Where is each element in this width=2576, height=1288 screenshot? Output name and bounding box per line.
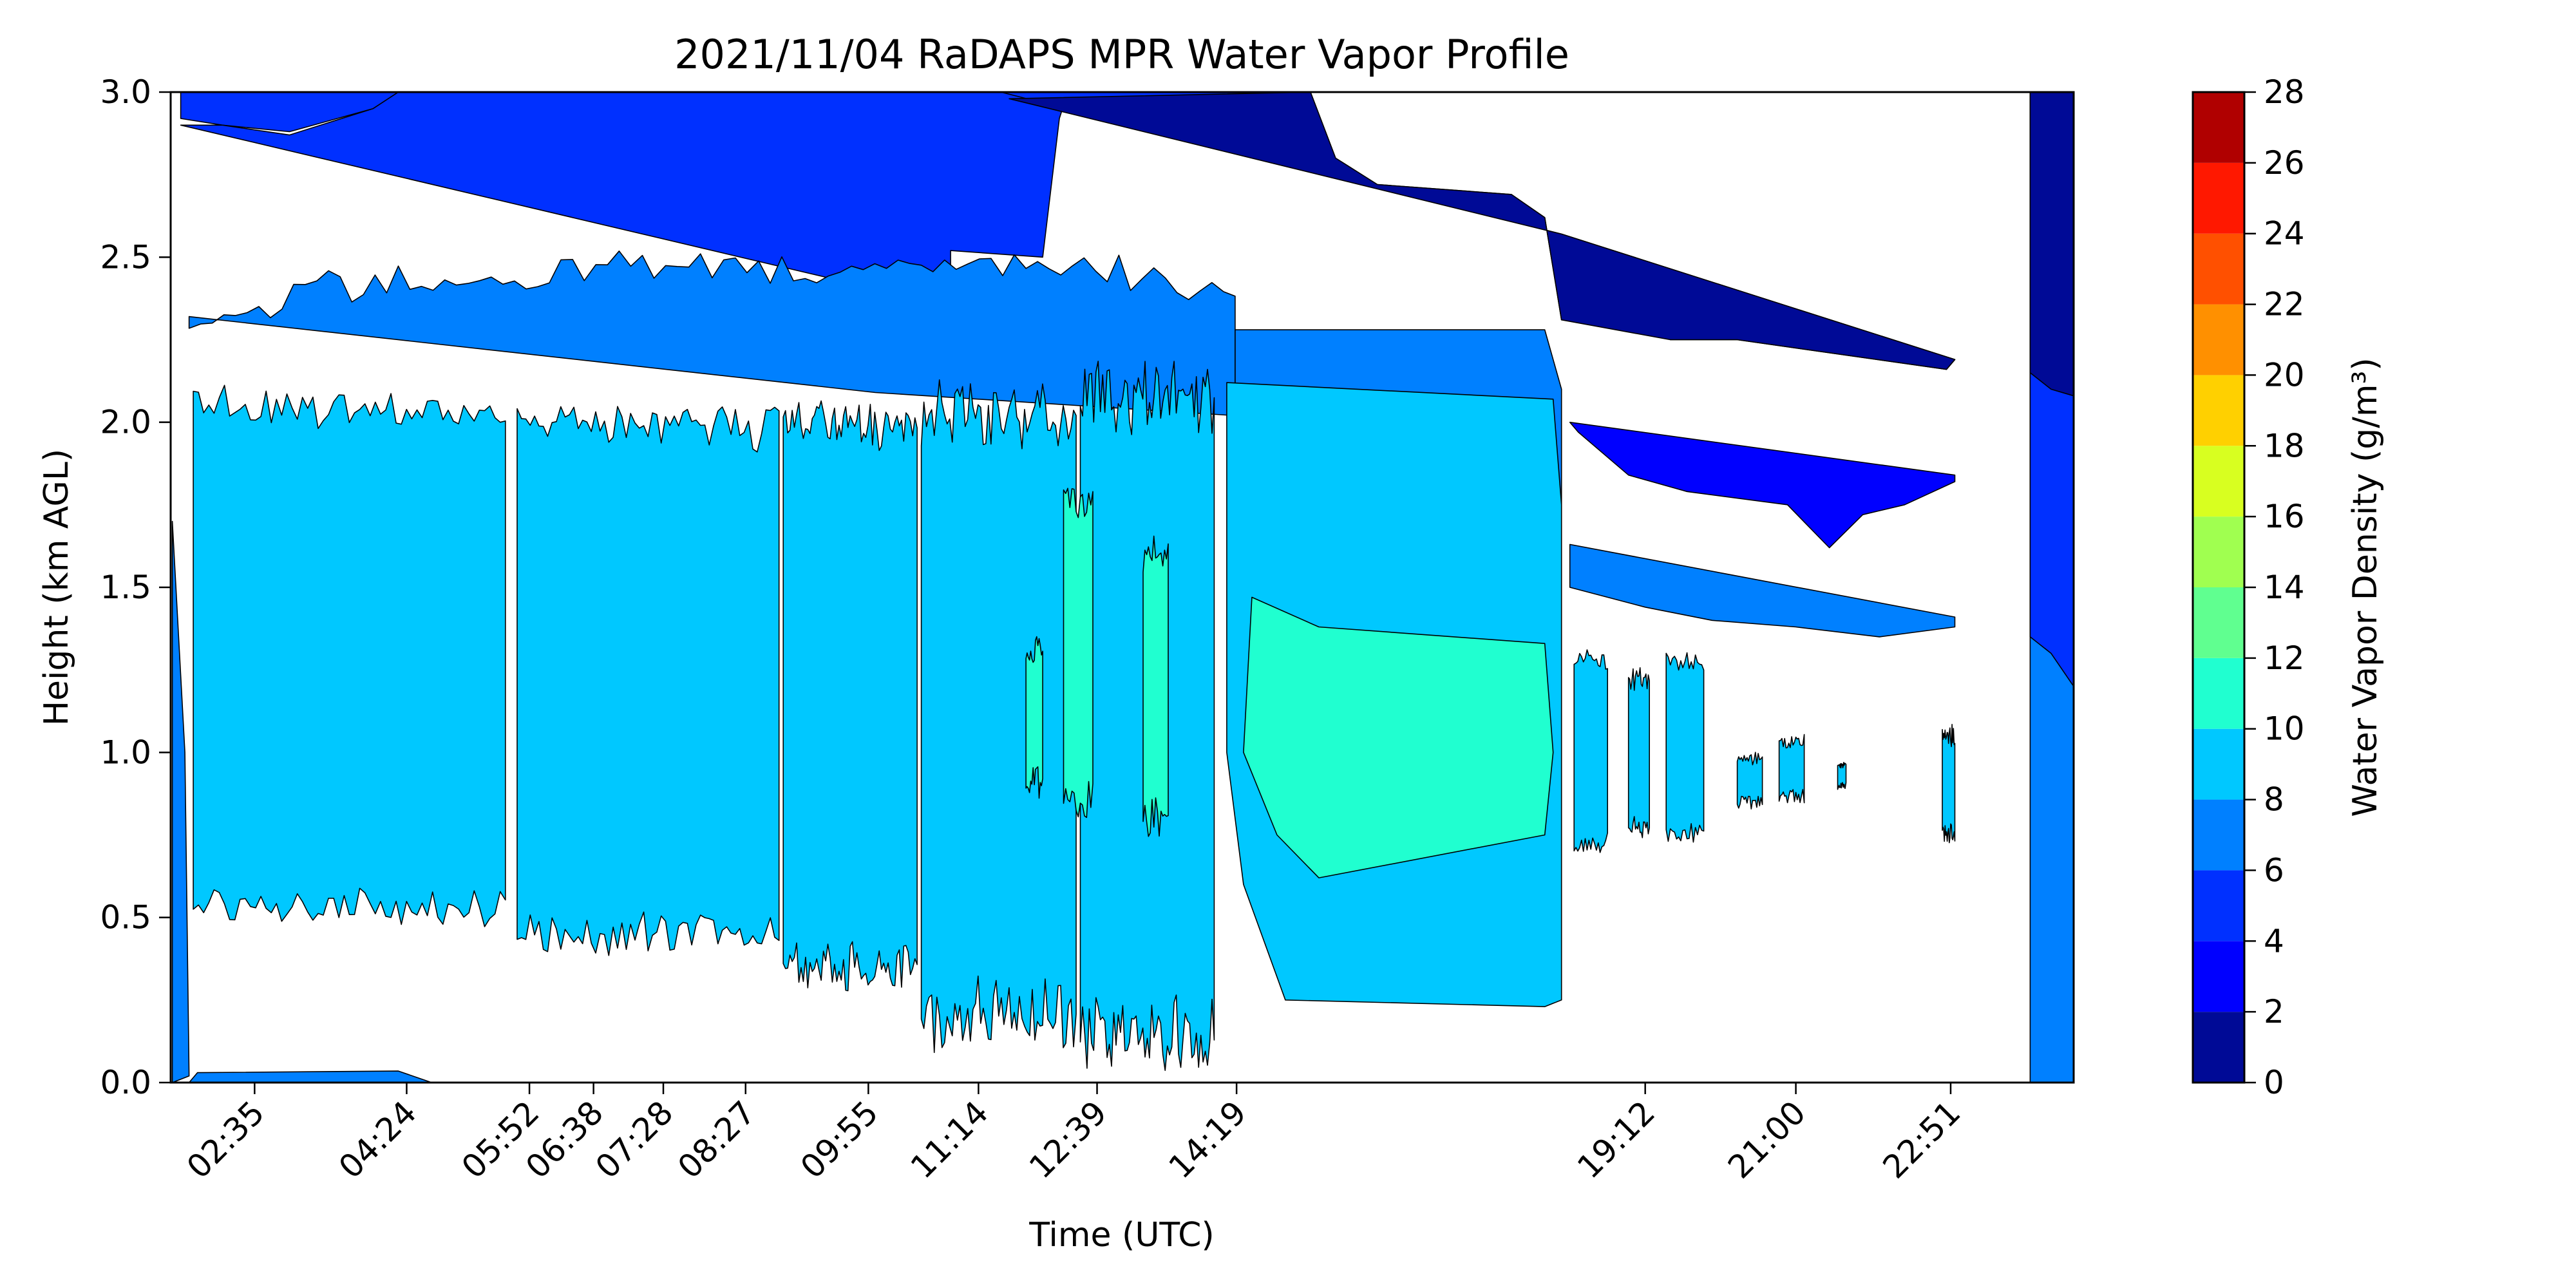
- x-tick-label: 19:12: [1570, 1094, 1662, 1186]
- contour-band-cyan-late-2: [1665, 652, 1705, 843]
- colorbar-segment: [2193, 587, 2244, 658]
- y-tick-label: 0.0: [100, 1064, 151, 1101]
- contour-bands: [171, 91, 2074, 1083]
- colorbar-segment: [2193, 162, 2244, 234]
- x-tick-label: 21:00: [1721, 1094, 1813, 1186]
- contour-band-right-column-3: [2029, 91, 2074, 397]
- contour-band-cyan-0: [193, 384, 506, 927]
- colorbar-segment: [2193, 799, 2244, 871]
- colorbar-tick-label: 4: [2264, 922, 2284, 960]
- x-tick-label: 02:35: [180, 1094, 272, 1186]
- x-axis-label: Time (UTC): [1028, 1216, 1214, 1255]
- contour-band-cyan-late-6: [1942, 724, 1956, 844]
- contour-band-cyan-1: [516, 406, 780, 956]
- y-axis-label: Height (km AGL): [37, 449, 76, 726]
- colorbar-tick-label: 2: [2264, 993, 2284, 1030]
- colorbar-tick-label: 28: [2264, 73, 2305, 111]
- x-tick-label: 09:55: [793, 1094, 886, 1186]
- colorbar-tick-label: 18: [2264, 427, 2305, 464]
- contour-band-upper-4: [1569, 421, 1956, 549]
- colorbar-segment: [2193, 728, 2244, 800]
- colorbar-tick-label: 6: [2264, 851, 2284, 889]
- colorbar-segment: [2193, 92, 2244, 163]
- x-tick-label: 22:51: [1876, 1094, 1968, 1186]
- contour-band-peak-streak-2: [1025, 636, 1043, 799]
- colorbar-tick-label: 22: [2264, 286, 2305, 323]
- colorbar-tick-label: 16: [2264, 498, 2305, 535]
- contour-band-cyan-late-1: [1627, 667, 1650, 838]
- contour-band-cyan-3: [920, 379, 1077, 1054]
- colorbar-tick-label: 8: [2264, 781, 2284, 819]
- colorbar-tick-label: 14: [2264, 569, 2305, 606]
- y-tick-label: 1.0: [100, 734, 151, 771]
- colorbar-label: Water Vapor Density (g/m³): [2346, 357, 2385, 817]
- colorbar-tick-label: 12: [2264, 639, 2305, 677]
- contour-band-cyan-late-0: [1573, 649, 1608, 853]
- y-tick-label: 1.5: [100, 569, 151, 606]
- x-tick-label: 04:24: [332, 1094, 424, 1186]
- colorbar-segment: [2193, 446, 2244, 517]
- contour-band-moist-layer: [188, 250, 1236, 417]
- colorbar-segment: [2193, 870, 2244, 942]
- colorbar-segment: [2193, 1012, 2244, 1083]
- x-tick-label: 12:39: [1022, 1094, 1114, 1186]
- y-axis-ticks: 0.0 0.5 1.0 1.5 2.0 2.5 3.0: [100, 73, 171, 1101]
- x-tick-label: 08:27: [670, 1094, 762, 1186]
- colorbar-tick-label: 10: [2264, 710, 2305, 748]
- colorbar-segment: [2193, 516, 2244, 587]
- colorbar-tick-label: 0: [2264, 1064, 2284, 1101]
- chart-title: 2021/11/04 RaDAPS MPR Water Vapor Profil…: [674, 31, 1569, 78]
- contour-band-peak: [1243, 596, 1554, 878]
- contour-band-peak-streak-1: [1142, 535, 1169, 837]
- y-tick-label: 3.0: [100, 73, 151, 111]
- x-tick-label: 11:14: [904, 1094, 996, 1186]
- x-tick-label: 07:28: [589, 1094, 681, 1186]
- colorbar-segment: [2193, 375, 2244, 446]
- colorbar-segment: [2193, 304, 2244, 375]
- x-tick-label: 14:19: [1162, 1094, 1254, 1186]
- contour-band-cyan-2: [782, 400, 918, 992]
- colorbar-tick-label: 26: [2264, 144, 2305, 182]
- contour-band-surface: [188, 1070, 433, 1083]
- colorbar-segment: [2193, 233, 2244, 305]
- colorbar-tick-label: 20: [2264, 356, 2305, 393]
- colorbar-tick-label: 24: [2264, 215, 2305, 252]
- contour-band-cyan-late-3: [1736, 752, 1763, 810]
- y-tick-label: 2.0: [100, 404, 151, 441]
- colorbar-segment: [2193, 941, 2244, 1012]
- y-tick-label: 0.5: [100, 899, 151, 936]
- colorbar-segment: [2193, 658, 2244, 729]
- contour-band-upper-3: [1009, 91, 1956, 370]
- contour-band-peak-streak-0: [1063, 488, 1094, 819]
- contour-band-upper-5: [1569, 544, 1956, 638]
- plot-area: [169, 91, 2075, 1084]
- contour-band-cyan-late-5: [1837, 762, 1847, 790]
- contour-band-left-edge: [171, 520, 190, 1083]
- y-tick-label: 2.5: [100, 238, 151, 276]
- contour-band-cyan-late-4: [1778, 734, 1805, 804]
